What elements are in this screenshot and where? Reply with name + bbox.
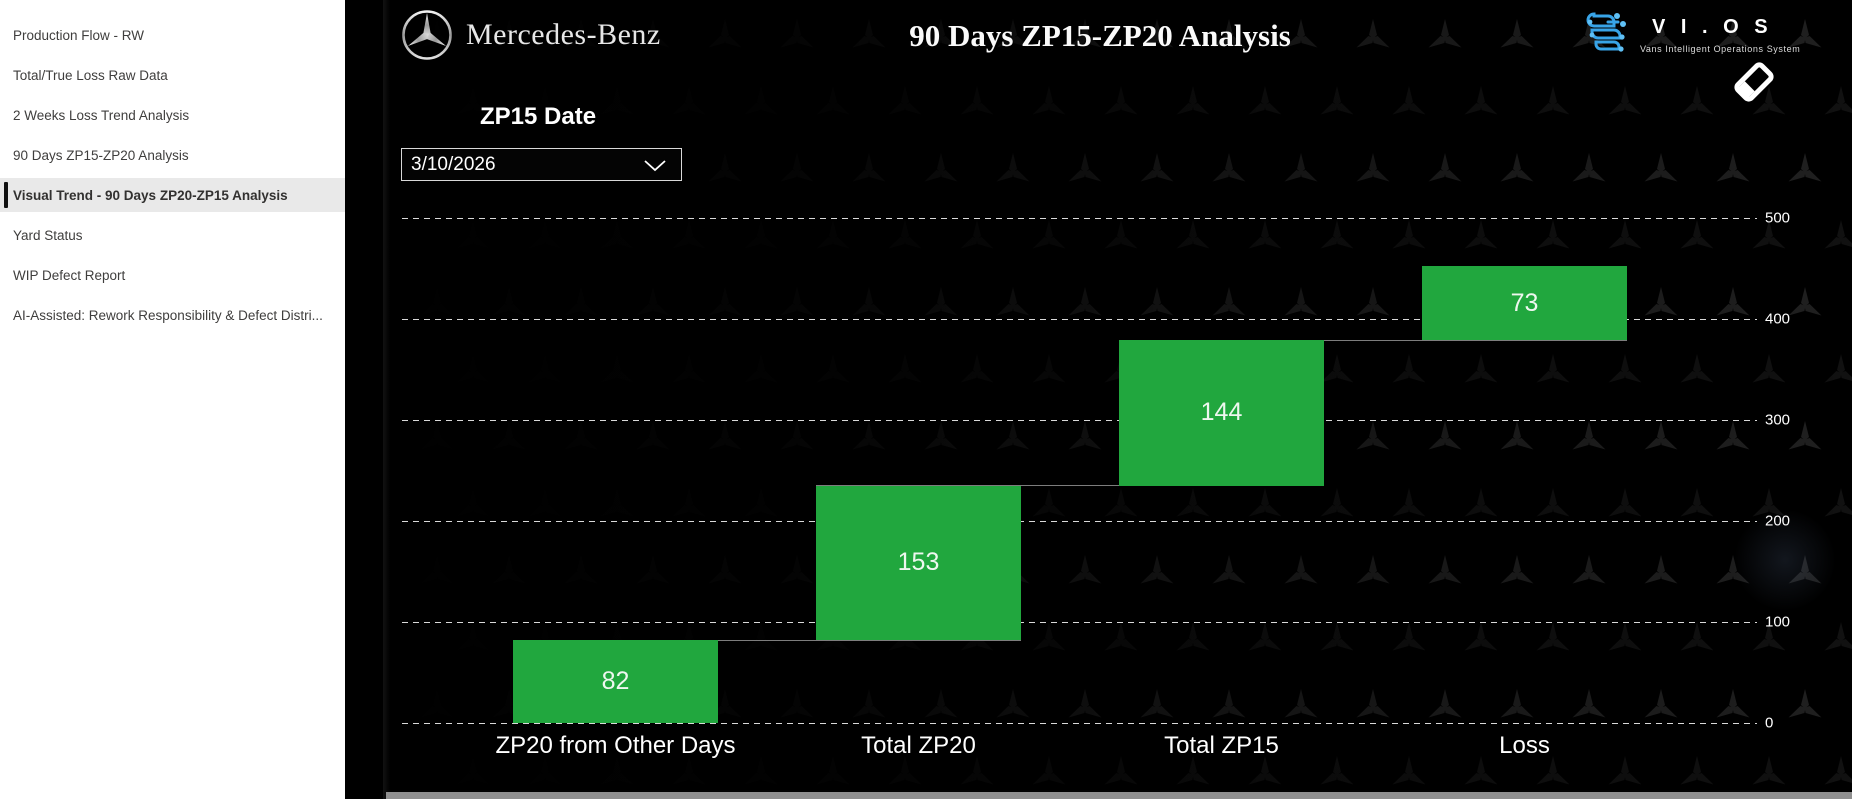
chevron-down-icon [644,160,666,172]
sidebar-item-label: Yard Status [13,227,83,243]
slicer-label: ZP15 Date [480,103,597,130]
bar-value-label: 144 [1200,398,1243,427]
category-label-4: Loss [1499,732,1550,759]
page-navigation-sidebar: Production Flow - RW Total/True Loss Raw … [0,0,345,799]
y-axis-tick-label: 500 [1765,209,1791,227]
gridline-300 [402,419,1757,421]
vios-title: V I . O S [1652,16,1773,38]
sidebar-item-4[interactable]: 90 Days ZP15-ZP20 Analysis [0,138,345,172]
waterfall-bar-4[interactable]: 73 [1422,266,1627,341]
category-label-1: ZP20 from Other Days [495,732,736,759]
y-axis-tick-label: 200 [1765,512,1791,530]
bar-value-label: 82 [601,667,630,696]
bar-value-label: 73 [1510,288,1539,317]
sidebar-item-8[interactable]: AI-Assisted: Rework Responsibility & Def… [0,298,345,332]
date-dropdown-value: 3/10/2026 [411,153,496,175]
vios-subtitle: Vans Intelligent Operations System [1640,44,1801,54]
sidebar-item-7[interactable]: WIP Defect Report [0,258,345,292]
waterfall-bar-3[interactable]: 144 [1119,340,1324,486]
sidebar-item-label: WIP Defect Report [13,267,126,283]
waterfall-connector [816,485,1324,487]
clear-filter-eraser-icon[interactable] [1728,55,1780,107]
sidebar-item-1[interactable]: Production Flow - RW [0,18,345,52]
y-axis-tick-label: 300 [1765,411,1791,429]
gridline-500 [402,217,1757,219]
category-label-2: Total ZP20 [861,732,976,759]
sidebar-item-label: Visual Trend - 90 Days ZP20-ZP15 Analysi… [13,187,288,203]
page-title: 90 Days ZP15-ZP20 Analysis [909,18,1291,53]
date-dropdown[interactable]: 3/10/2026 [401,148,682,181]
waterfall-connector [513,639,1021,641]
sidebar-item-2[interactable]: Total/True Loss Raw Data [0,58,345,92]
background-glow [1725,500,1845,620]
gridline-100 [402,621,1757,623]
waterfall-bar-2[interactable]: 153 [816,485,1021,641]
sidebar-item-6[interactable]: Yard Status [0,218,345,252]
active-page-indicator [4,182,8,208]
mercedes-star-icon [402,10,452,60]
sidebar-item-label: AI-Assisted: Rework Responsibility & Def… [13,307,323,323]
sidebar-item-5[interactable]: Visual Trend - 90 Days ZP20-ZP15 Analysi… [0,178,345,212]
waterfall-chart: 0 100 200 300 400 500 82 ZP20 from Other Days 15… [345,0,1852,799]
gridline-400 [402,318,1757,320]
sidebar-item-label: 2 Weeks Loss Trend Analysis [13,107,190,123]
y-axis-tick-label: 100 [1765,613,1791,631]
brand-wordmark: Mercedes-Benz [466,18,661,51]
bottom-scrollbar-strip[interactable] [386,792,1852,799]
y-axis-tick-label: 400 [1765,310,1791,328]
waterfall-connector [1119,339,1627,341]
sidebar-item-label: Total/True Loss Raw Data [13,67,168,83]
bar-value-label: 153 [897,548,940,577]
waterfall-bar-1[interactable]: 82 [513,640,718,723]
vios-circuit-brain-icon [1586,12,1626,52]
page-edge-seam [383,0,390,799]
y-axis-tick-label: 0 [1765,714,1774,732]
gridline-0 [402,722,1757,724]
sidebar-item-label: Production Flow - RW [13,27,145,43]
sidebar-item-label: 90 Days ZP15-ZP20 Analysis [13,147,189,163]
report-canvas: Mercedes-Benz 90 Days ZP15-ZP20 Analysis [345,0,1852,799]
category-label-3: Total ZP15 [1164,732,1279,759]
gridline-200 [402,520,1757,522]
sidebar-item-3[interactable]: 2 Weeks Loss Trend Analysis [0,98,345,132]
mercedes-benz-logo: Mercedes-Benz [400,8,661,62]
